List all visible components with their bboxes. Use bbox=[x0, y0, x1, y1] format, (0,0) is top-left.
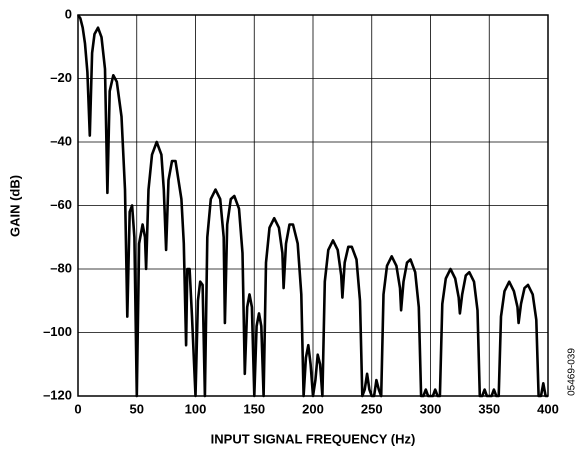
y-tick-label: –20 bbox=[50, 70, 72, 85]
y-tick-label: 0 bbox=[65, 6, 72, 21]
y-tick-label: –100 bbox=[43, 324, 72, 339]
x-tick-label: 100 bbox=[185, 401, 207, 416]
x-tick-label: 400 bbox=[537, 401, 559, 416]
x-tick-label: 350 bbox=[478, 401, 500, 416]
y-tick-label: –120 bbox=[43, 387, 72, 402]
x-tick-label: 250 bbox=[361, 401, 383, 416]
y-tick-label: –80 bbox=[50, 260, 72, 275]
x-tick-label: 200 bbox=[302, 401, 324, 416]
x-tick-label: 150 bbox=[243, 401, 265, 416]
x-axis-title: INPUT SIGNAL FREQUENCY (Hz) bbox=[211, 431, 416, 446]
y-axis-title: GAIN (dB) bbox=[7, 175, 22, 237]
x-tick-label: 0 bbox=[74, 401, 81, 416]
figure-id: 05469-039 bbox=[567, 348, 578, 396]
line bbox=[76, 14, 548, 398]
x-tick-label: 300 bbox=[420, 401, 442, 416]
y-tick-label: –60 bbox=[50, 197, 72, 212]
y-tick-label: –40 bbox=[50, 133, 72, 148]
x-tick-label: 50 bbox=[130, 401, 144, 416]
